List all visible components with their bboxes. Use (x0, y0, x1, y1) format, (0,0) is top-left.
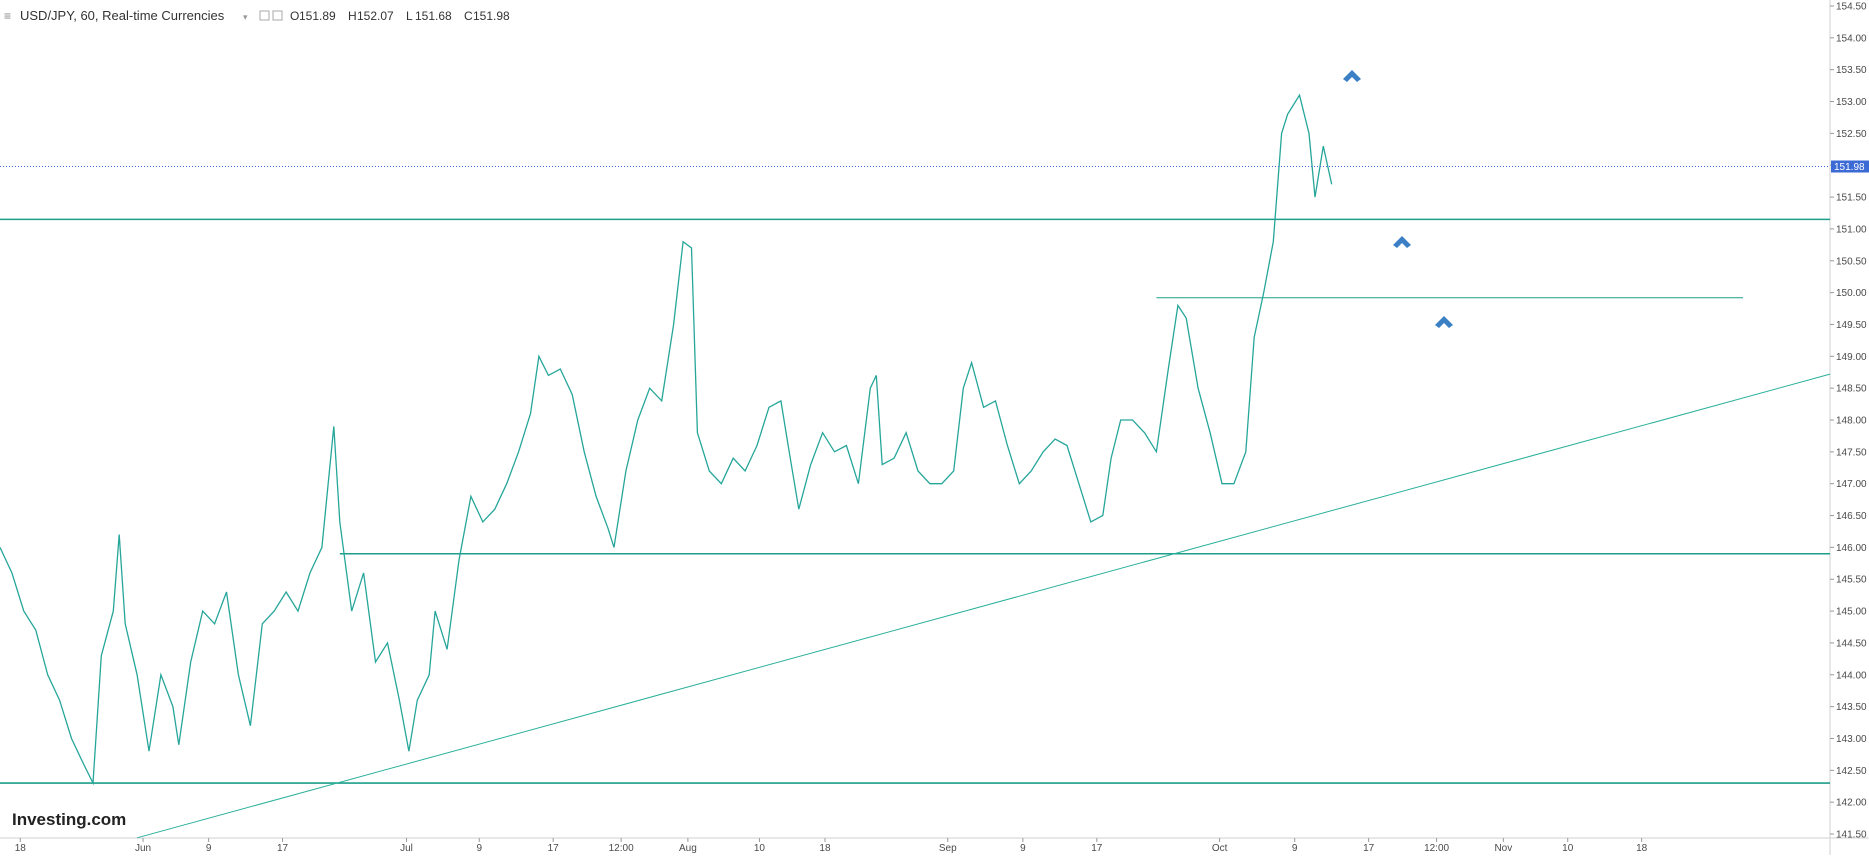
x-tick-label: 10 (1562, 843, 1574, 854)
x-tick-label: 18 (819, 843, 831, 854)
last-price-label: 151.98 (1834, 162, 1865, 173)
x-tick-label: 12:00 (609, 843, 634, 854)
y-tick-label: 145.00 (1836, 607, 1867, 618)
ohlc-key: C (464, 9, 473, 23)
toggle-icon[interactable] (259, 10, 270, 21)
symbol-title: USD/JPY, 60, Real-time Currencies (20, 8, 225, 23)
x-tick-label: 9 (476, 843, 482, 854)
x-tick-label: Aug (679, 843, 697, 854)
y-tick-label: 148.00 (1836, 416, 1867, 427)
y-tick-label: 151.50 (1836, 193, 1867, 204)
x-tick-label: Jun (135, 843, 151, 854)
up-arrow (1435, 316, 1453, 328)
x-tick-label: Jul (400, 843, 413, 854)
x-tick-label: Sep (939, 843, 957, 854)
trendline (136, 373, 1831, 839)
y-tick-label: 143.00 (1836, 734, 1867, 745)
price-line (0, 93, 1333, 786)
ohlc-value: 151.68 (415, 9, 452, 23)
watermark: Investing.com (12, 810, 126, 829)
x-tick-label: 10 (754, 843, 766, 854)
y-tick-label: 143.50 (1836, 702, 1867, 713)
y-tick-label: 150.50 (1836, 256, 1867, 267)
annotation-arrows (1343, 70, 1453, 328)
y-tick-label: 142.00 (1836, 798, 1867, 809)
y-tick-label: 145.50 (1836, 575, 1867, 586)
y-tick-label: 148.50 (1836, 384, 1867, 395)
x-tick-label: Oct (1212, 843, 1228, 854)
header: ≡ USD/JPY, 60, Real-time Currencies ▾ (4, 8, 283, 23)
ohlc-value: 151.98 (473, 9, 510, 23)
y-tick-label: 141.50 (1836, 830, 1867, 841)
ohlc-key: O (290, 9, 299, 23)
up-arrow (1343, 70, 1361, 82)
x-tick-label: 9 (206, 843, 212, 854)
last-price-tag (1831, 160, 1869, 173)
y-tick-label: 146.00 (1836, 543, 1867, 554)
x-tick-label: 9 (1020, 843, 1026, 854)
y-tick-label: 147.00 (1836, 479, 1867, 490)
y-tick-label: 144.00 (1836, 670, 1867, 681)
y-tick-label: 153.00 (1836, 97, 1867, 108)
y-tick-label: 151.00 (1836, 224, 1867, 235)
ohlc-value: 152.07 (357, 9, 394, 23)
y-tick-label: 154.50 (1836, 2, 1867, 13)
ohlc-key: H (348, 9, 357, 23)
y-tick-label: 149.50 (1836, 320, 1867, 331)
toggle-icon[interactable] (272, 10, 283, 21)
dropdown-icon[interactable]: ▾ (243, 12, 248, 22)
x-tick-label: 17 (277, 843, 289, 854)
x-tick-label: 18 (15, 843, 27, 854)
ohlc-value: 151.89 (299, 9, 336, 23)
y-tick-label: 142.50 (1836, 766, 1867, 777)
x-tick-label: 9 (1292, 843, 1298, 854)
y-tick-label: 147.50 (1836, 447, 1867, 458)
x-tick-label: 12:00 (1424, 843, 1449, 854)
y-tick-label: 154.00 (1836, 33, 1867, 44)
y-tick-label: 152.50 (1836, 129, 1867, 140)
x-tick-label: 18 (1636, 843, 1648, 854)
x-tick-label: 17 (1091, 843, 1103, 854)
y-tick-label: 153.50 (1836, 65, 1867, 76)
x-tick-label: Nov (1494, 843, 1512, 854)
ohlc-key: L (406, 9, 413, 23)
y-tick-label: 144.50 (1836, 638, 1867, 649)
x-tick-label: 17 (1363, 843, 1375, 854)
y-tick-label: 150.00 (1836, 288, 1867, 299)
up-arrow (1393, 236, 1411, 248)
x-tick-label: 17 (548, 843, 560, 854)
y-tick-label: 149.00 (1836, 352, 1867, 363)
menu-icon[interactable]: ≡ (4, 9, 11, 23)
y-tick-label: 146.50 (1836, 511, 1867, 522)
